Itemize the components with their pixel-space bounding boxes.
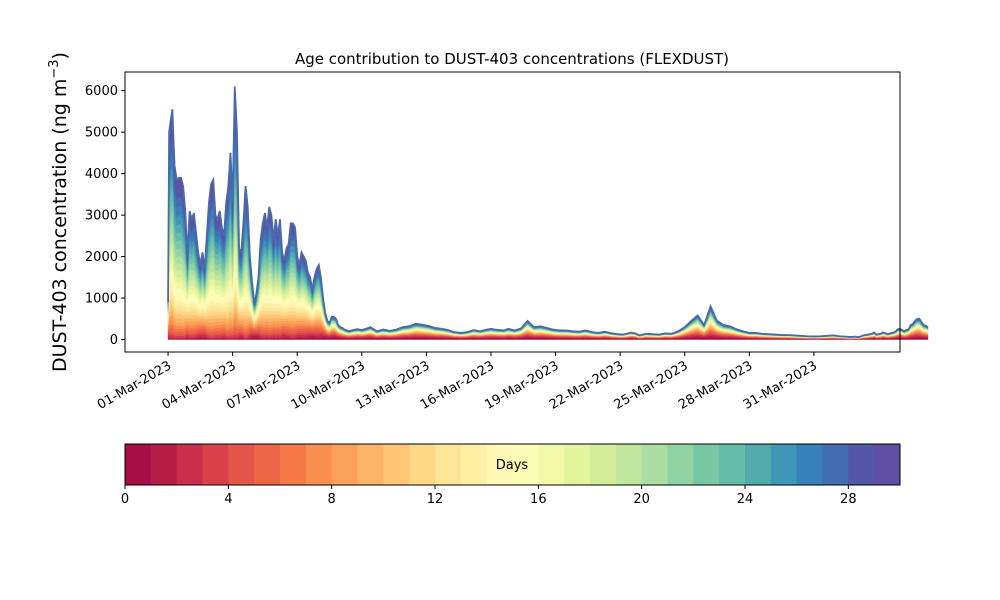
colorbar-cell xyxy=(254,444,281,485)
colorbar-cell xyxy=(150,444,178,485)
colorbar-tick-label: 28 xyxy=(840,492,857,507)
colorbar-cell xyxy=(176,444,203,485)
colorbar-cells xyxy=(125,444,901,485)
colorbar-cell xyxy=(486,444,513,485)
colorbar-cell xyxy=(590,444,617,485)
plot-frame xyxy=(124,71,901,353)
colorbar-cell xyxy=(228,444,255,485)
y-tick-label: 5000 xyxy=(85,126,118,141)
colorbar-cell xyxy=(305,444,333,485)
colorbar-cell xyxy=(512,444,539,485)
colorbar-tick-label: 12 xyxy=(427,492,444,507)
colorbar-tick-label: 4 xyxy=(224,492,232,507)
colorbar-cell xyxy=(383,444,410,485)
colorbar-cell xyxy=(564,444,591,485)
colorbar-cell xyxy=(745,444,772,485)
y-axis-label-main: DUST-403 concentration (ng m xyxy=(49,79,71,372)
colorbar-cell xyxy=(848,444,875,485)
total-concentration-line xyxy=(167,86,929,338)
colorbar-frame xyxy=(124,443,901,486)
y-tick-label: 3000 xyxy=(85,209,118,224)
chart-title: Age contribution to DUST-403 concentrati… xyxy=(295,50,729,68)
colorbar: Days 0 4 8 12 16 20 24 28 xyxy=(121,443,901,507)
colorbar-tick-label: 20 xyxy=(633,492,650,507)
y-tick-label: 4000 xyxy=(85,167,118,182)
colorbar-tick-label: 0 xyxy=(121,492,129,507)
colorbar-cell xyxy=(719,444,746,485)
colorbar-cell xyxy=(822,444,849,485)
y-axis-label: DUST-403 concentration (ng m−3) xyxy=(47,52,71,372)
y-tick-label: 1000 xyxy=(85,292,118,307)
colorbar-cell xyxy=(641,444,668,485)
colorbar-cell xyxy=(357,444,384,485)
colorbar-cell xyxy=(874,444,901,485)
colorbar-cell xyxy=(538,444,565,485)
y-tick-label: 0 xyxy=(110,333,118,348)
colorbar-cell xyxy=(667,444,694,485)
colorbar-cell xyxy=(693,444,720,485)
colorbar-cell xyxy=(202,444,229,485)
y-axis: 0 1000 2000 3000 4000 5000 6000 xyxy=(85,84,125,348)
y-axis-label-close: ) xyxy=(49,52,71,59)
colorbar-cell xyxy=(796,444,823,485)
y-tick-label: 2000 xyxy=(85,250,118,265)
y-axis-label-superscript: −3 xyxy=(47,59,62,78)
y-tick-label: 6000 xyxy=(85,84,118,99)
colorbar-cell xyxy=(615,444,643,485)
colorbar-tick-label: 24 xyxy=(737,492,754,507)
colorbar-tick-label: 16 xyxy=(530,492,547,507)
plot-area xyxy=(124,71,929,353)
colorbar-cell xyxy=(331,444,358,485)
stacked-age-layers xyxy=(167,86,929,340)
colorbar-ticks: 0 4 8 12 16 20 24 28 xyxy=(121,485,857,507)
colorbar-label: Days xyxy=(496,458,529,473)
colorbar-cell xyxy=(125,444,152,485)
colorbar-tick-label: 8 xyxy=(328,492,336,507)
colorbar-cell xyxy=(409,444,436,485)
colorbar-cell xyxy=(460,444,488,485)
colorbar-cell xyxy=(280,444,307,485)
colorbar-cell xyxy=(770,444,798,485)
colorbar-cell xyxy=(435,444,462,485)
